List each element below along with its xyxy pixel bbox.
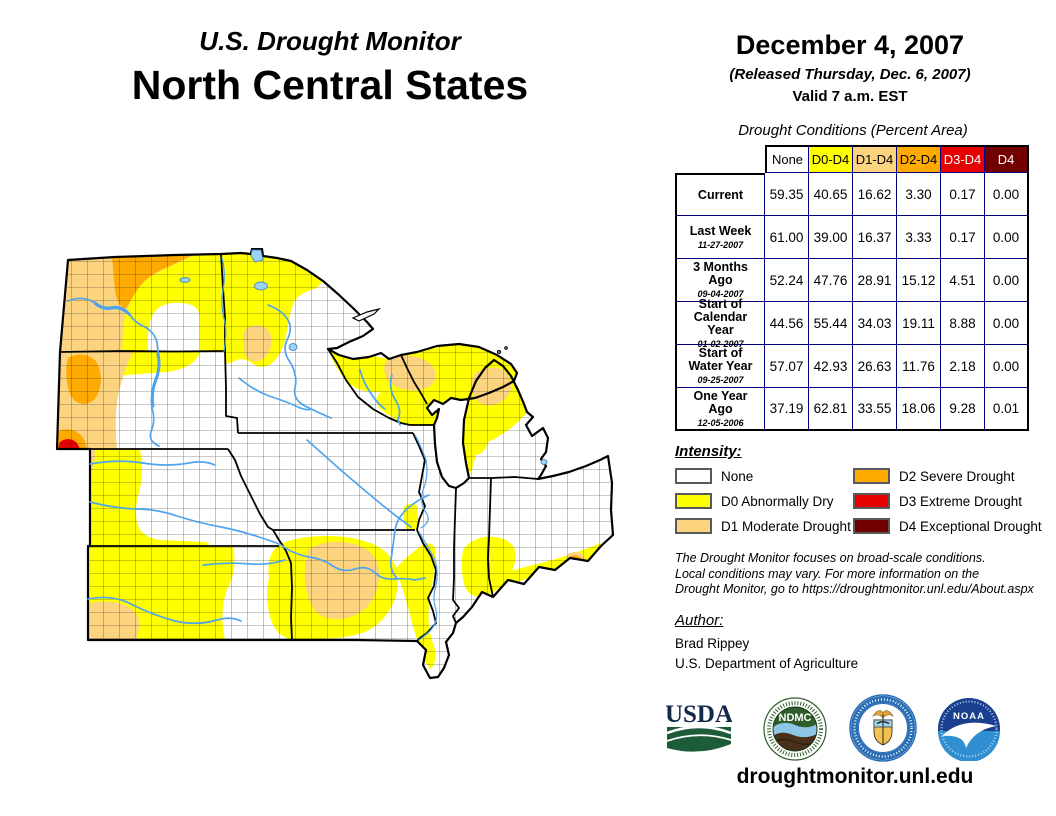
table-cell: 44.56 <box>765 302 809 345</box>
ndmc-logo: NDMC <box>763 697 827 761</box>
table-cell: 0.00 <box>985 259 1029 302</box>
legend-item-d1: D1 Moderate Drought <box>675 516 851 536</box>
table-cell: 2.18 <box>941 345 985 388</box>
table-cell: 16.37 <box>853 216 897 259</box>
table-cell: 39.00 <box>809 216 853 259</box>
table-cell: 42.93 <box>809 345 853 388</box>
column-header-d1d4: D1-D4 <box>853 145 897 173</box>
drought-map <box>55 248 615 680</box>
d3-swatch <box>853 493 890 509</box>
legend-title: Intensity: <box>675 443 742 460</box>
table-cell: 16.62 <box>853 173 897 216</box>
table-cell: 9.28 <box>941 388 985 431</box>
table-cell: 59.35 <box>765 173 809 216</box>
table-cell: 4.51 <box>941 259 985 302</box>
table-cell: 26.63 <box>853 345 897 388</box>
noaa-logo: NOAA <box>938 698 1000 761</box>
row-label: Current <box>675 173 765 216</box>
table-cell: 55.44 <box>809 302 853 345</box>
svg-text:USDA: USDA <box>666 701 732 728</box>
table-cell: 0.17 <box>941 173 985 216</box>
table-cell: 0.17 <box>941 216 985 259</box>
author-title: Author: <box>675 612 724 629</box>
table-cell: 47.76 <box>809 259 853 302</box>
row-label: Start of Calendar Year 01-02-2007 <box>675 297 765 349</box>
report-supertitle: U.S. Drought Monitor <box>199 26 461 56</box>
table-cell: 40.65 <box>809 173 853 216</box>
lakes <box>179 249 548 465</box>
d4-swatch <box>853 518 890 534</box>
column-header-none: None <box>765 145 809 173</box>
islands <box>351 307 508 354</box>
table-cell: 18.06 <box>897 388 941 431</box>
doc-logo <box>849 694 917 762</box>
legend-item-d4: D4 Exceptional Drought <box>853 516 1042 536</box>
column-header-d3d4: D3-D4 <box>941 145 985 173</box>
table-corner-cell <box>675 145 765 173</box>
legend-item-d3: D3 Extreme Drought <box>853 491 1022 511</box>
table-cell: 37.19 <box>765 388 809 431</box>
table-cell: 0.01 <box>985 388 1029 431</box>
drought-conditions-table: None D0-D4 D1-D4 D2-D4 D3-D4 D4 Current … <box>675 145 1029 431</box>
valid-time: Valid 7 a.m. EST <box>792 88 908 105</box>
table-cell: 0.00 <box>985 302 1029 345</box>
legend-item-d0: D0 Abnormally Dry <box>675 491 834 511</box>
table-cell: 11.76 <box>897 345 941 388</box>
table-cell: 0.00 <box>985 345 1029 388</box>
row-label: Last Week 11-27-2007 <box>675 216 765 259</box>
page-title: North Central States <box>131 62 529 108</box>
report-date: December 4, 2007 <box>735 30 965 60</box>
table-cell: 15.12 <box>897 259 941 302</box>
d0-swatch <box>675 493 712 509</box>
column-header-d4: D4 <box>985 145 1029 173</box>
table-cell: 3.33 <box>897 216 941 259</box>
author-organization: U.S. Department of Agriculture <box>675 656 859 671</box>
column-header-d2d4: D2-D4 <box>897 145 941 173</box>
table-cell: 3.30 <box>897 173 941 216</box>
legend-item-none: None <box>675 466 753 486</box>
table-cell: 28.91 <box>853 259 897 302</box>
disclaimer: The Drought Monitor focuses on broad-sca… <box>675 551 1034 596</box>
table-cell: 34.03 <box>853 302 897 345</box>
row-label: 3 Months Ago 09-04-2007 <box>675 259 765 302</box>
legend-item-d2: D2 Severe Drought <box>853 466 1015 486</box>
website-url: droughtmonitor.unl.edu <box>736 765 974 788</box>
column-header-d0d4: D0-D4 <box>809 145 853 173</box>
row-label: Start of Water Year 09-25-2007 <box>675 345 765 388</box>
d1-swatch <box>675 518 712 534</box>
svg-text:NOAA: NOAA <box>953 711 985 722</box>
none-swatch <box>675 468 712 484</box>
release-date: (Released Thursday, Dec. 6, 2007) <box>729 66 971 83</box>
table-cell: 33.55 <box>853 388 897 431</box>
table-cell: 57.07 <box>765 345 809 388</box>
table-cell: 61.00 <box>765 216 809 259</box>
row-label: One Year Ago 12-05-2006 <box>675 388 765 431</box>
usda-logo: USDA <box>666 701 732 752</box>
table-title: Drought Conditions (Percent Area) <box>738 122 968 139</box>
table-cell: 0.00 <box>985 216 1029 259</box>
table-cell: 0.00 <box>985 173 1029 216</box>
table-cell: 19.11 <box>897 302 941 345</box>
table-cell: 52.24 <box>765 259 809 302</box>
table-cell: 8.88 <box>941 302 985 345</box>
table-cell: 62.81 <box>809 388 853 431</box>
region-outline <box>55 248 615 680</box>
svg-text:NDMC: NDMC <box>779 712 812 724</box>
author-name: Brad Rippey <box>675 636 750 651</box>
rivers <box>67 257 438 641</box>
d2-swatch <box>853 468 890 484</box>
